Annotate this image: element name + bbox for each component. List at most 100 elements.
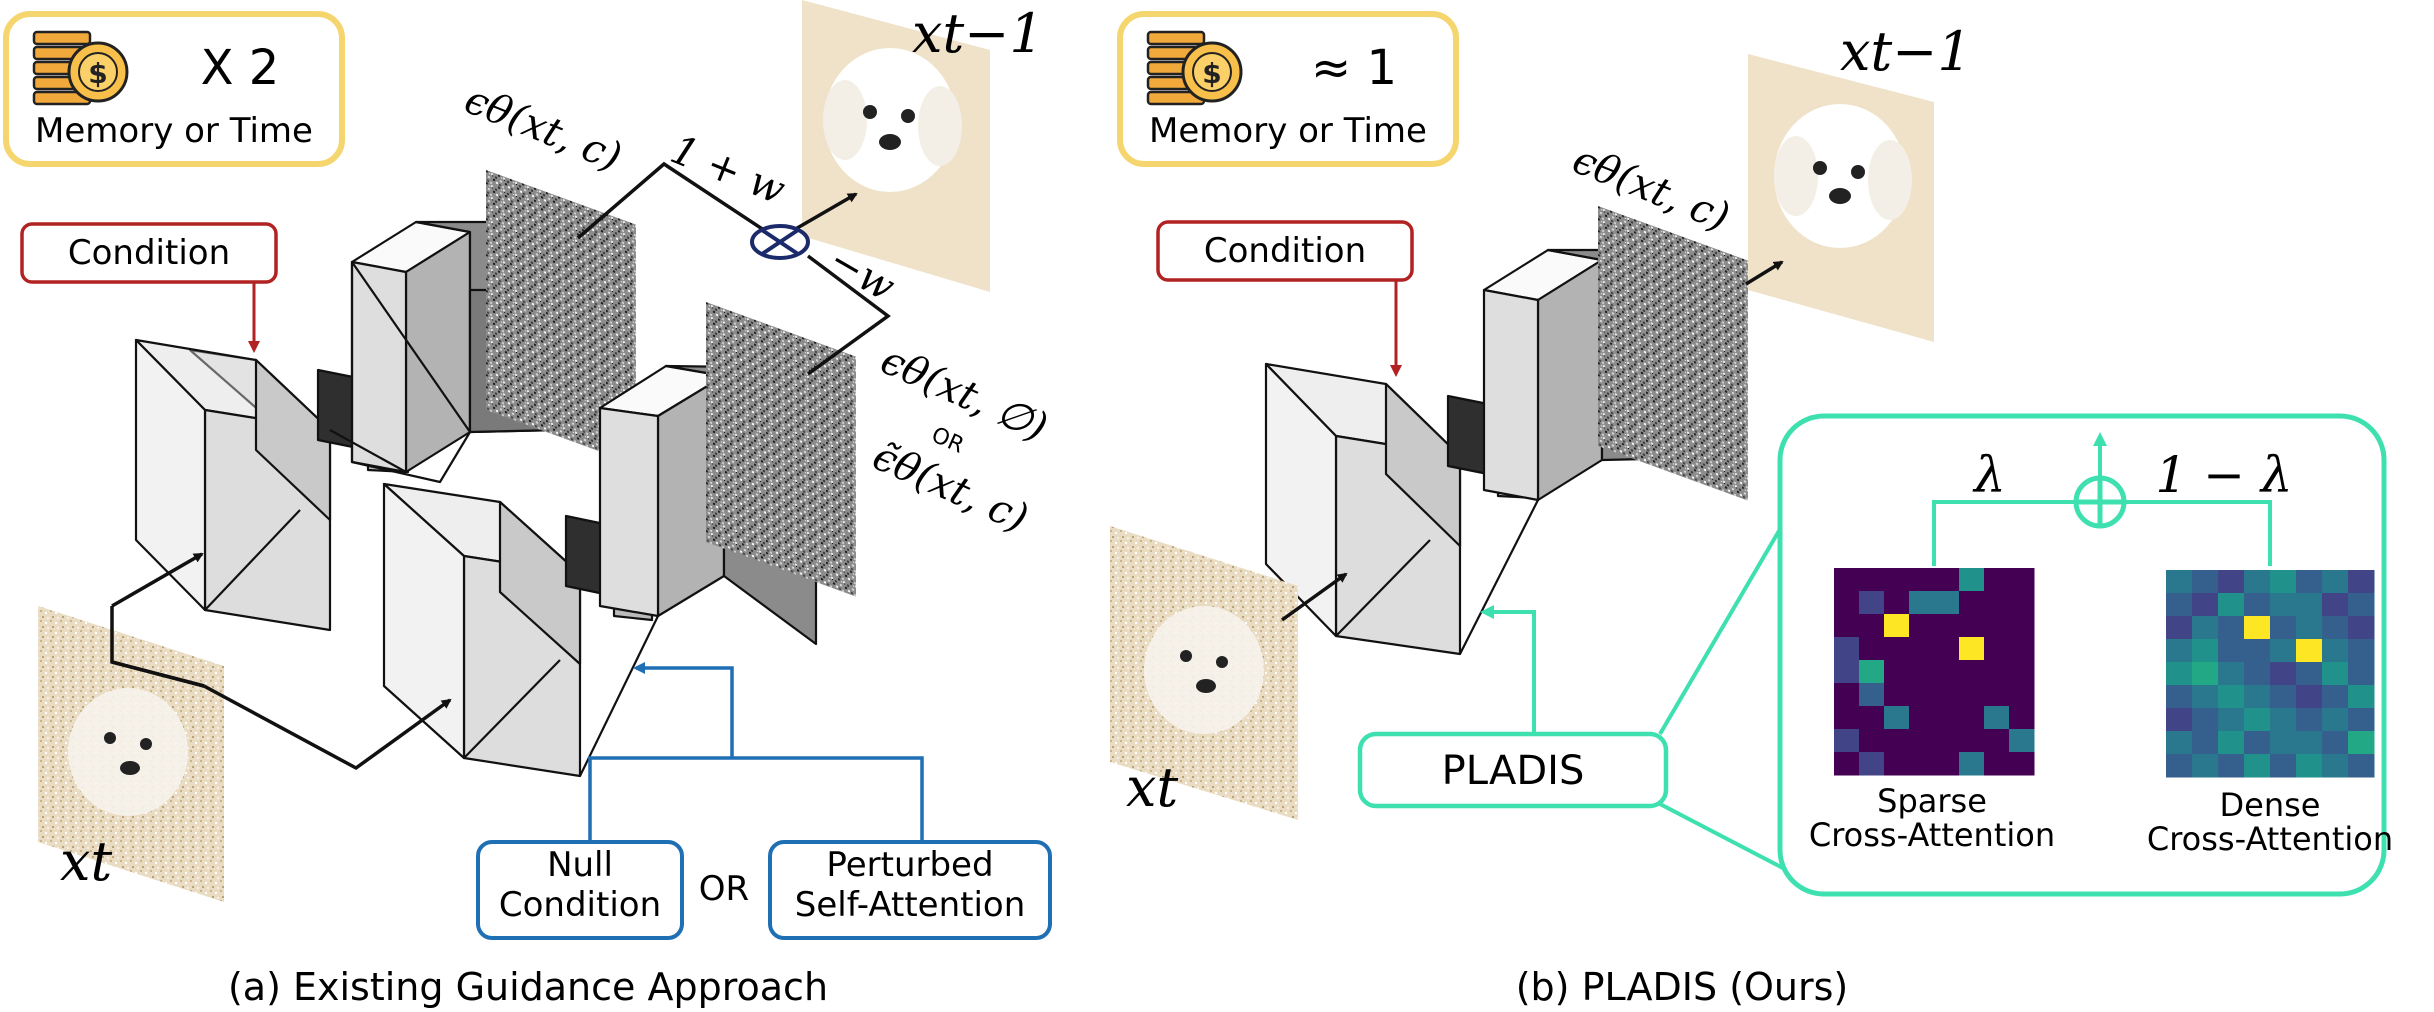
right-condition-label: Condition [1204, 231, 1366, 271]
right-caption: (b) PLADIS (Ours) [1516, 965, 1849, 1009]
heatmap-cell [1909, 729, 1935, 753]
heatmap-cell [1984, 706, 2010, 730]
heatmap-cell [2296, 662, 2323, 686]
right-eps-noise [1598, 206, 1748, 501]
heatmap-cell [1959, 660, 1985, 684]
heatmap-cell [1884, 683, 1910, 707]
heatmap-cell [2244, 731, 2271, 755]
left-or-label: OR [699, 869, 749, 909]
left-cost-badge: $ X 2 Memory or Time [3, 11, 345, 167]
heatmap-cell [2166, 662, 2193, 686]
heatmap-cell [2322, 616, 2349, 640]
heatmap-cell [2218, 685, 2245, 709]
right-x-t-label: xt [1126, 756, 1178, 819]
svg-text:$: $ [88, 57, 107, 90]
heatmap-cell [2244, 685, 2271, 709]
heatmap-cell [1859, 637, 1885, 661]
heatmap-cell [2296, 570, 2323, 594]
heatmap-cell [1984, 729, 2010, 753]
heatmap-cell [2192, 754, 2219, 778]
heatmap-cell [1834, 614, 1860, 638]
heatmap-cell [2244, 708, 2271, 732]
heatmap-cell [2192, 731, 2219, 755]
heatmap-cell [2009, 660, 2035, 684]
heatmap-cell [2270, 639, 2297, 663]
heatmap-cell [1984, 752, 2010, 776]
heatmap-cell [1959, 706, 1985, 730]
lambda-label: λ [1972, 446, 2006, 504]
heatmap-cell [1909, 752, 1935, 776]
heatmap-cell [1834, 660, 1860, 684]
perturbed-line2: Self-Attention [795, 885, 1026, 925]
heatmap-cell [2322, 754, 2349, 778]
heatmap-cell [2348, 731, 2375, 755]
heatmap-cell [2244, 570, 2271, 594]
heatmap-cell [2270, 570, 2297, 594]
right-x-prev-label: xt−1 [1840, 20, 1972, 83]
heatmap-cell [2270, 708, 2297, 732]
heatmap-cell [1984, 568, 2010, 592]
heatmap-cell [1909, 614, 1935, 638]
heatmap-cell [1909, 706, 1935, 730]
perturbed-self-attention-box: Perturbed Self-Attention [768, 840, 1052, 940]
heatmap-cell [2218, 570, 2245, 594]
heatmap-cell [1834, 706, 1860, 730]
heatmap-cell [2322, 685, 2349, 709]
heatmap-cell [2218, 662, 2245, 686]
pladis-connectors [1480, 452, 1826, 880]
heatmap-cell [2296, 754, 2323, 778]
heatmap-cell [2270, 593, 2297, 617]
heatmap-cell [1834, 568, 1860, 592]
heatmap-cell [2192, 662, 2219, 686]
heatmap-cell [2009, 591, 2035, 615]
right-eps-label: ϵθ(xt, c) [1566, 137, 1735, 241]
heatmap-cell [2322, 708, 2349, 732]
heatmap-cell [2270, 662, 2297, 686]
left-x-t-label: xt [60, 830, 112, 893]
coins-dollar-icon: $ [32, 30, 129, 106]
right-cost-badge: $ ≈ 1 Memory or Time [1117, 11, 1459, 167]
heatmap-cell [2218, 639, 2245, 663]
heatmap-cell [1834, 683, 1860, 707]
heatmap-cell [1859, 706, 1885, 730]
null-condition-line2: Condition [499, 885, 661, 925]
heatmap-cell [2192, 708, 2219, 732]
heatmap-cell [2218, 593, 2245, 617]
heatmap-cell [1909, 568, 1935, 592]
sparse-attention-map [1834, 568, 2035, 776]
heatmap-cell [2166, 570, 2193, 594]
heatmap-cell [2166, 593, 2193, 617]
heatmap-cell [1909, 683, 1935, 707]
heatmap-cell [1984, 591, 2010, 615]
left-cost-label: Memory or Time [35, 111, 313, 151]
heatmap-cell [2348, 754, 2375, 778]
heatmap-cell [2270, 685, 2297, 709]
perturbed-line1: Perturbed [826, 845, 993, 885]
heatmap-cell [2009, 637, 2035, 661]
heatmap-cell [2218, 754, 2245, 778]
right-input-noisy-image [1110, 526, 1298, 820]
heatmap-cell [2348, 708, 2375, 732]
svg-text:$: $ [1202, 57, 1221, 90]
heatmap-cell [2166, 708, 2193, 732]
heatmap-cell [1859, 683, 1885, 707]
right-output-clean-image [1748, 54, 1934, 342]
heatmap-cell [2270, 754, 2297, 778]
heatmap-cell [2296, 685, 2323, 709]
heatmap-cell [1859, 752, 1885, 776]
heatmap-cell [1934, 568, 1960, 592]
heatmap-cell [2009, 568, 2035, 592]
heatmap-cell [2322, 639, 2349, 663]
left-panel: $ X 2 Memory or Time Condition [3, 0, 1054, 1009]
attention-detail-panel: λ 1 − λ Sparse Cross-Attention Dense Cro… [1777, 413, 2393, 897]
heatmap-cell [1834, 591, 1860, 615]
left-eps-uncond-noise [706, 302, 856, 597]
heatmap-cell [2192, 616, 2219, 640]
heatmap-cell [1909, 660, 1935, 684]
heatmap-cell [2348, 639, 2375, 663]
heatmap-cell [1884, 660, 1910, 684]
heatmap-cell [1984, 637, 2010, 661]
sparse-label-line2: Cross-Attention [1809, 816, 2055, 854]
left-condition-label: Condition [68, 233, 230, 273]
heatmap-cell [1959, 637, 1985, 661]
